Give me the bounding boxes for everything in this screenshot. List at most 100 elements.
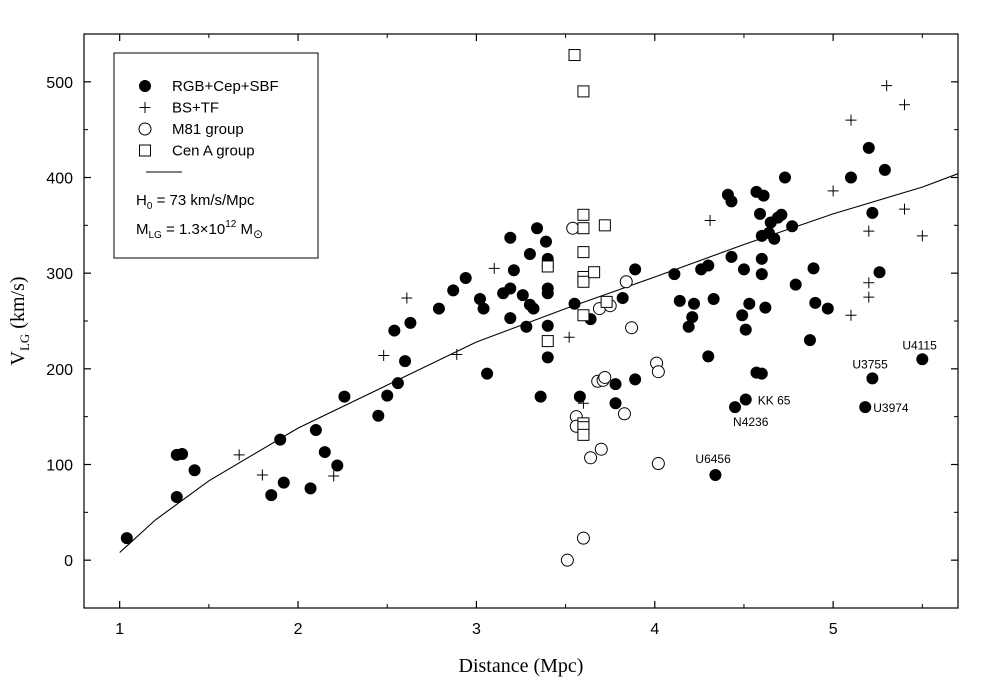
rgb-cep-sbf-point	[477, 302, 490, 315]
cen-a-group-point	[577, 208, 590, 221]
legend-items: RGB+Cep+SBF BS+TF M81 group Cen A group	[138, 78, 279, 160]
rgb-cep-sbf-point	[668, 268, 681, 281]
rgb-cep-sbf-point	[755, 367, 768, 380]
y-tick-label: 100	[46, 458, 73, 475]
rgb-cep-sbf-point	[331, 459, 344, 472]
rgb-cep-sbf-point	[304, 482, 317, 495]
bs-tf-point	[898, 203, 910, 215]
rgb-cep-sbf-point	[568, 297, 581, 310]
rgb-cep-sbf-point	[541, 287, 554, 300]
bs-tf-point	[845, 309, 857, 321]
bs-tf-point	[916, 230, 928, 242]
rgb-cep-sbf-point	[318, 446, 331, 459]
cen-a-group-point	[568, 49, 581, 62]
m81-group-point	[617, 407, 631, 421]
rgb-cep-sbf-point	[629, 373, 642, 386]
rgb-cep-sbf-point	[866, 206, 879, 219]
cen-a-group-point	[577, 428, 590, 441]
rgb-cep-sbf-point	[862, 141, 875, 154]
y-tick-label: 500	[46, 75, 73, 92]
x-tick-label: 1	[115, 621, 124, 638]
y-tick-label: 400	[46, 171, 73, 188]
x-tick-label: 5	[829, 621, 838, 638]
bs-tf-point	[401, 292, 413, 304]
bs-tf-point	[256, 469, 268, 481]
rgb-cep-sbf-point	[459, 271, 472, 284]
m81-group-point	[576, 531, 590, 545]
m81-group-point	[651, 457, 665, 471]
rgb-cep-sbf-point	[309, 424, 322, 437]
x-tick-label: 3	[472, 621, 481, 638]
legend-label: Cen A group	[172, 143, 255, 160]
y-tick-label: 200	[46, 362, 73, 379]
annotation-label: U6456	[695, 452, 731, 466]
bs-tf-point	[863, 291, 875, 303]
rgb-cep-sbf-point	[447, 284, 460, 297]
rgb-cep-sbf-point	[520, 320, 533, 333]
axis-ticks: 1 2 3 4 5 0 100 200 300 400 500	[46, 33, 958, 638]
rgb-cep-sbf-point	[404, 316, 417, 329]
rgb-cep-sbf-point	[504, 231, 517, 244]
rgb-cep-sbf-point	[629, 263, 642, 276]
legend-label: BS+TF	[172, 100, 219, 117]
rgb-cep-sbf-point	[609, 378, 622, 391]
rgb-cep-sbf-point	[534, 390, 547, 403]
rgb-cep-sbf-point	[739, 323, 752, 336]
m81-group-point	[560, 553, 574, 567]
y-tick-label: 300	[46, 266, 73, 283]
rgb-cep-sbf-point	[432, 302, 445, 315]
legend-marker	[139, 144, 151, 157]
rgb-cep-sbf-point	[372, 409, 385, 422]
annotation-label: U3974	[873, 401, 909, 415]
bs-tf-point	[378, 349, 390, 361]
rgb-cep-sbf-point	[516, 289, 529, 302]
rgb-cep-sbf-point	[176, 447, 189, 460]
rgb-cep-sbf-point	[399, 355, 412, 368]
rgb-cep-sbf-point	[702, 259, 715, 272]
rgb-cep-sbf-point	[821, 302, 834, 315]
legend: RGB+Cep+SBF BS+TF M81 group Cen A group H0 …	[113, 52, 319, 259]
rgb-cep-sbf-point	[504, 312, 517, 325]
bs-tf-point	[563, 331, 575, 343]
rgb-cep-sbf-point	[688, 297, 701, 310]
rgb-cep-sbf-point	[844, 171, 857, 184]
rgb-cep-sbf-point	[759, 301, 772, 314]
bs-tf-point	[863, 277, 875, 289]
m81-group-point	[625, 321, 639, 335]
m81-group-point	[598, 370, 612, 384]
rgb-cep-sbf-point	[527, 302, 540, 315]
rgb-cep-sbf-point	[531, 222, 544, 235]
rgb-cep-sbf-point	[707, 292, 720, 305]
annotation-label: U3755	[852, 357, 888, 371]
rgb-cep-sbf-point	[616, 292, 629, 305]
bs-tf-point	[827, 185, 839, 197]
rgb-cep-sbf-point	[729, 401, 742, 414]
legend-label: RGB+Cep+SBF	[172, 78, 279, 95]
cen-a-group-point	[577, 246, 590, 259]
rgb-cep-sbf-point	[686, 311, 699, 324]
m81-group-point	[594, 442, 608, 456]
rgb-cep-sbf-point	[754, 207, 767, 220]
x-tick-label: 4	[650, 621, 659, 638]
annotation-label: N4236	[733, 415, 769, 429]
rgb-cep-sbf-point	[709, 469, 722, 482]
m81-group-point	[584, 451, 598, 465]
x-tick-label: 2	[294, 621, 303, 638]
rgb-cep-sbf-point	[807, 262, 820, 275]
cen-a-group-point	[541, 260, 554, 273]
cen-a-group-point	[541, 335, 554, 348]
cen-a-group-point	[588, 266, 601, 279]
bs-tf-point	[881, 80, 893, 92]
rgb-cep-sbf-point	[523, 248, 536, 261]
rgb-cep-sbf-point	[120, 532, 133, 545]
rgb-cep-sbf-point	[541, 319, 554, 332]
rgb-cep-sbf-point	[809, 296, 822, 309]
m81-group-point	[619, 275, 633, 289]
legend-marker	[139, 102, 151, 113]
annotation-label: KK 65	[758, 393, 791, 407]
cen-a-group-point	[577, 275, 590, 288]
bs-tf-point	[898, 99, 910, 111]
rgb-cep-sbf-point	[725, 250, 738, 263]
rgb-cep-sbf-point	[768, 232, 781, 245]
